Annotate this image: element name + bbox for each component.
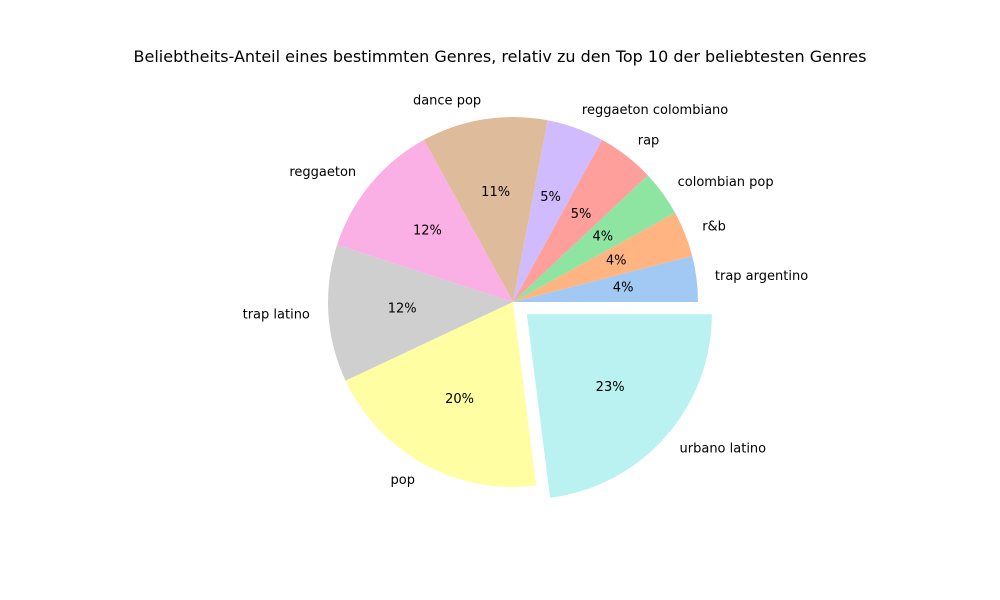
slice-label-reggaeton: reggaeton <box>289 165 356 180</box>
pie-labels: trap argentino 4% r&b 4% colombian pop 4% rap 5… <box>243 94 809 488</box>
pie-slice-pop <box>345 302 537 487</box>
slice-label-pop: pop <box>390 473 414 488</box>
slice-label-reggaeton-colombiano: reggaeton colombiano <box>582 103 728 118</box>
chart-title: Beliebtheits-Anteil eines bestimmten Gen… <box>133 47 867 66</box>
pct-label-rap: 5% <box>571 207 592 222</box>
pie-slice-r-b <box>513 212 693 302</box>
pie-slice-trap-argentino <box>513 255 698 302</box>
slice-label-urbano-latino: urbano latino <box>680 441 767 456</box>
slice-label-dance-pop: dance pop <box>413 94 481 109</box>
pie-slices <box>328 117 712 498</box>
slice-label-rap: rap <box>638 134 660 149</box>
pct-label-reggaeton: 12% <box>413 224 442 239</box>
pie-slice-reggaeton <box>337 139 513 302</box>
pct-label-colombian-pop: 4% <box>592 229 613 244</box>
slice-label-colombian-pop: colombian pop <box>678 175 774 190</box>
pct-label-trap-argentino: 4% <box>613 281 634 296</box>
pie-slice-colombian-pop <box>513 175 676 302</box>
pie-slice-trap-latino <box>328 244 513 381</box>
slice-label-trap-argentino: trap argentino <box>715 269 808 284</box>
pct-label-trap-latino: 12% <box>388 301 417 316</box>
slice-label-r-b: r&b <box>702 220 726 235</box>
pct-label-r-b: 4% <box>606 254 627 269</box>
pct-label-dance-pop: 11% <box>481 185 510 200</box>
pie-slice-urbano-latino <box>526 314 712 498</box>
pie-slice-dance-pop <box>423 117 548 303</box>
slice-label-trap-latino: trap latino <box>243 307 310 322</box>
pct-label-reggaeton-colombiano: 5% <box>540 190 561 205</box>
pie-slice-reggaeton-colombiano <box>513 120 603 302</box>
pct-label-urbano-latino: 23% <box>596 380 625 395</box>
pct-label-pop: 20% <box>445 392 474 407</box>
pie-slice-rap <box>513 139 648 302</box>
